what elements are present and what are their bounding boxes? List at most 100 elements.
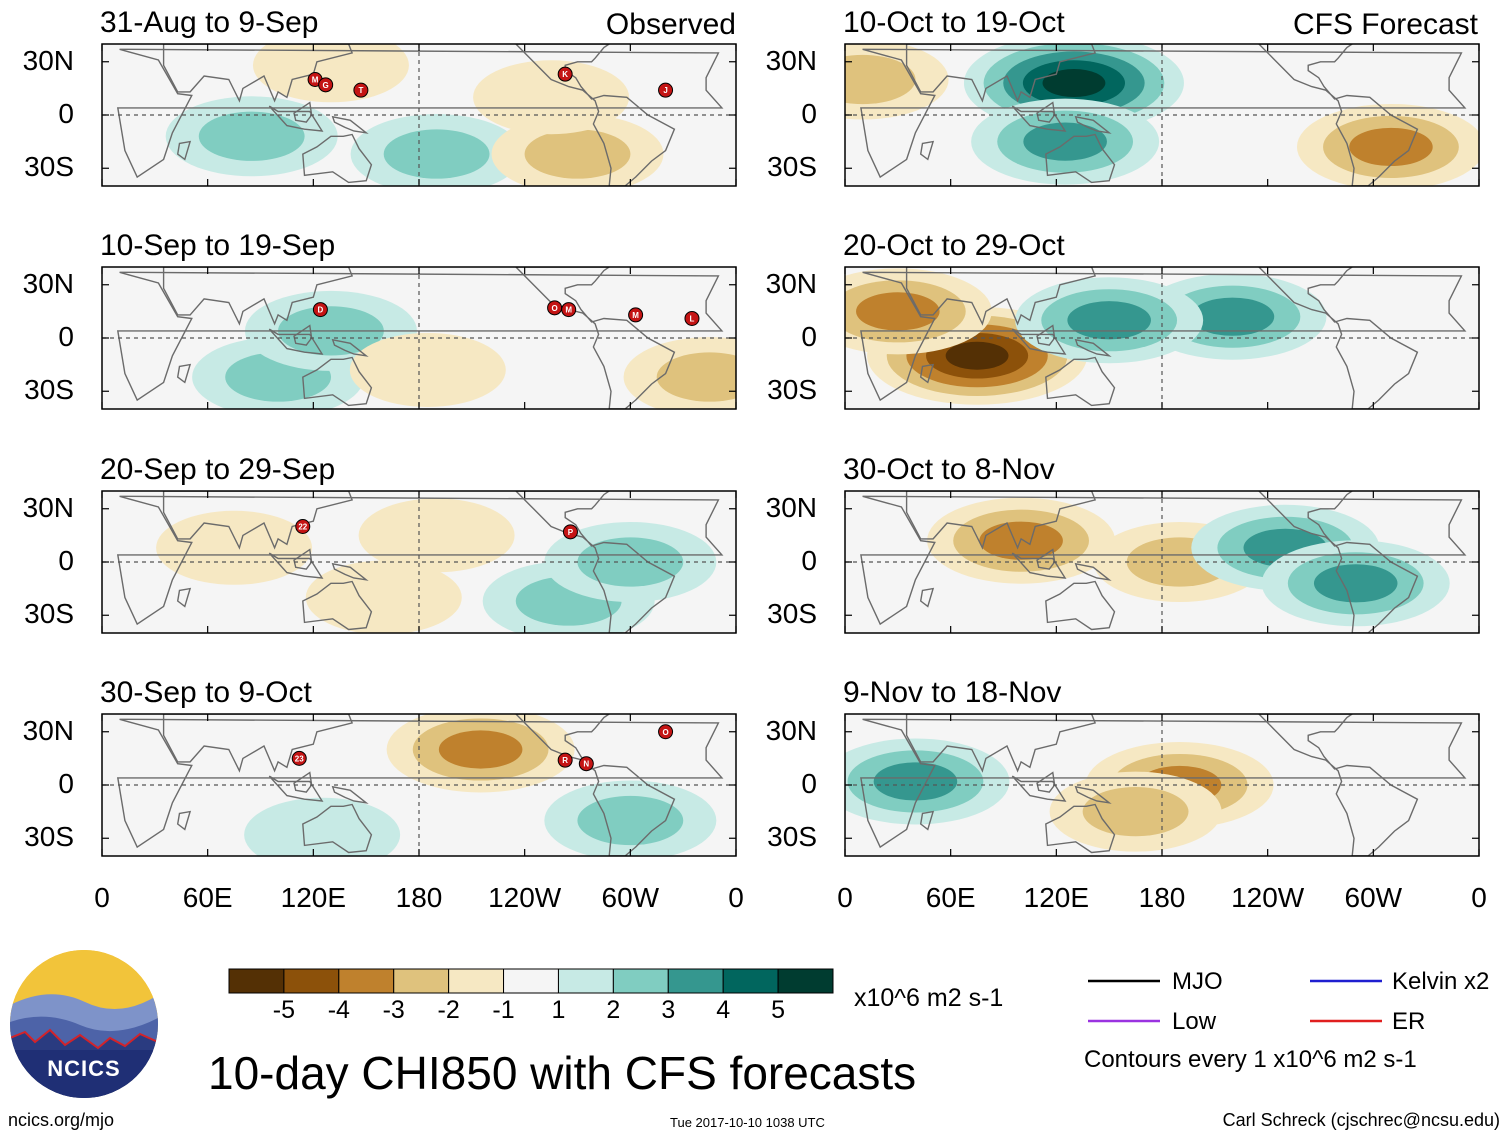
lat-label: 30S xyxy=(24,598,74,630)
lat-label: 30N xyxy=(765,491,817,523)
coastline xyxy=(1257,491,1419,633)
anomaly-field-1-level-5 xyxy=(945,341,1009,370)
lat-label: 30S xyxy=(767,821,817,853)
coastline xyxy=(176,140,192,161)
colorbar-label-10: 5 xyxy=(771,996,786,1024)
coastline xyxy=(514,44,676,186)
storm-label-1: 23 xyxy=(295,754,304,763)
coastline xyxy=(1036,324,1056,346)
colorbar-swatch-3 xyxy=(338,968,395,994)
colorbar-swatch-1 xyxy=(228,968,285,994)
coastline xyxy=(1045,133,1116,184)
legend-label-mjo: MJO xyxy=(1172,968,1223,995)
colorbar-label-2: -4 xyxy=(327,996,350,1024)
colorbar-label-8: 3 xyxy=(661,996,676,1024)
lat-label: 0 xyxy=(58,768,74,799)
lon-label: 60E xyxy=(182,882,233,913)
colorbar-label-3: -3 xyxy=(382,996,405,1024)
lat-label: 0 xyxy=(801,545,817,576)
lat-label: 30N xyxy=(765,267,817,299)
coastline xyxy=(905,714,1097,773)
coastline xyxy=(1011,328,1067,355)
coastline xyxy=(176,810,192,831)
site-link[interactable]: ncics.org/mjo xyxy=(8,1110,115,1130)
storm-label-4: O xyxy=(662,728,668,737)
storm-label-4: M xyxy=(632,311,639,320)
lat-label: 30S xyxy=(767,151,817,183)
coastline xyxy=(268,775,324,802)
ncics-logo: NCICS xyxy=(10,950,158,1098)
anomaly-field-2-level-3 xyxy=(856,292,940,331)
storm-label-1: 22 xyxy=(298,523,307,532)
coastline xyxy=(919,363,935,384)
storm-label-5: J xyxy=(663,86,667,95)
coastline xyxy=(268,328,324,355)
colorbar-swatch-2 xyxy=(283,968,340,994)
coastline xyxy=(1045,356,1116,407)
coastline xyxy=(905,267,1097,326)
anomaly-field-2-level-3 xyxy=(1023,122,1107,161)
map-panel-2: D O MM L xyxy=(101,266,737,410)
coastline xyxy=(514,267,676,409)
anomaly-field-3-level-3 xyxy=(1190,297,1275,336)
coastline xyxy=(302,803,373,854)
storm-marker-2 xyxy=(562,524,578,540)
storm-label-2: O xyxy=(551,304,557,313)
lat-label: 30N xyxy=(22,491,74,523)
coastline xyxy=(116,48,724,179)
storm-marker-4 xyxy=(557,66,573,82)
colorbar-swatch-6 xyxy=(503,968,559,994)
coastline xyxy=(514,714,676,856)
coastline xyxy=(293,101,313,123)
storm-label-2: G xyxy=(323,81,329,90)
coastline xyxy=(1036,101,1056,123)
coastline xyxy=(162,714,354,773)
colorbar-label-1: -5 xyxy=(272,996,296,1024)
lat-label: 30N xyxy=(22,44,74,76)
storm-label-2: R xyxy=(562,756,568,765)
anomaly-field-1-level-1 xyxy=(156,510,313,585)
coastline xyxy=(1011,552,1067,579)
anomaly-field-1-level-3 xyxy=(873,762,958,801)
storm-label-3: T xyxy=(358,86,363,95)
coastline xyxy=(514,491,676,633)
lat-label: 0 xyxy=(58,321,74,352)
coastline xyxy=(1011,775,1067,802)
coastline xyxy=(1074,562,1112,581)
coastline xyxy=(919,140,935,161)
lon-label: 120E xyxy=(280,882,347,913)
panel-title-5: 10-Oct to 19-Oct xyxy=(843,6,1065,39)
coastline xyxy=(116,495,724,626)
lat-label: 30S xyxy=(24,374,74,406)
coastline xyxy=(860,495,1467,626)
coastline xyxy=(162,44,354,103)
coastline xyxy=(293,771,313,793)
storm-marker-1 xyxy=(312,302,328,318)
storm-marker-2 xyxy=(557,752,573,768)
lon-label: 60W xyxy=(601,882,660,913)
lat-label: 30S xyxy=(24,821,74,853)
lat-label: 0 xyxy=(58,545,74,576)
coastline xyxy=(302,133,373,184)
colorbar-swatch-7 xyxy=(557,968,614,994)
lon-label: 60W xyxy=(1344,882,1403,913)
lon-label: 120E xyxy=(1023,882,1090,913)
forecast-header: CFS Forecast xyxy=(1292,8,1478,41)
anomaly-field-4-level-3 xyxy=(1313,564,1398,603)
panel-title-3: 20-Sep to 29-Sep xyxy=(100,453,336,486)
coastline xyxy=(860,271,1467,402)
coastline xyxy=(176,587,192,608)
coastline xyxy=(162,491,354,550)
timestamp: Tue 2017-10-10 1038 UTC xyxy=(670,1115,825,1130)
anomaly-field-4-level-3 xyxy=(1067,301,1151,340)
map-panel-5 xyxy=(844,43,1480,187)
coastline xyxy=(268,105,324,132)
coastline xyxy=(860,48,1467,179)
anomaly-field-3-level-1 xyxy=(358,498,515,573)
coastline xyxy=(331,115,369,134)
colorbar-swatch-5 xyxy=(448,968,505,994)
contour-interval-note: Contours every 1 x10^6 m2 s-1 xyxy=(1084,1046,1417,1073)
anomaly-field-4-level-2 xyxy=(524,129,631,179)
colorbar-label-4: -2 xyxy=(437,996,460,1024)
coastline xyxy=(919,810,935,831)
